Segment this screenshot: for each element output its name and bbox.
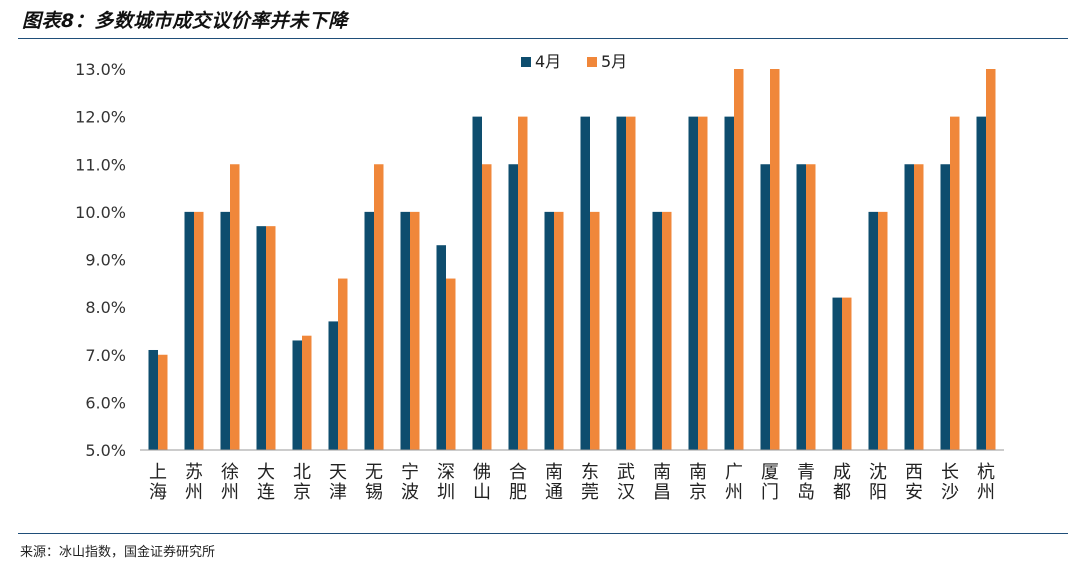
source-divider bbox=[18, 533, 1068, 534]
bar-may-13 bbox=[626, 116, 636, 450]
bar-apr-7 bbox=[400, 211, 410, 450]
bar-apr-16 bbox=[724, 116, 734, 450]
x-tick-label: 上海 bbox=[149, 462, 167, 503]
y-tick-label: 8.0% bbox=[85, 298, 126, 317]
bar-apr-3 bbox=[256, 226, 266, 450]
bar-apr-11 bbox=[544, 211, 554, 450]
x-tick-label: 北京 bbox=[293, 462, 311, 503]
y-tick-label: 11.0% bbox=[75, 155, 126, 174]
bar-apr-21 bbox=[904, 164, 914, 450]
x-tick-label: 南通 bbox=[545, 462, 563, 503]
bar-apr-23 bbox=[976, 116, 986, 450]
bar-apr-2 bbox=[220, 211, 230, 450]
bar-apr-1 bbox=[184, 211, 194, 450]
x-tick-label: 长沙 bbox=[941, 462, 959, 503]
x-axis: 上海苏州徐州大连北京天津无锡宁波深圳佛山合肥南通东莞武汉南昌南京广州厦门青岛成都… bbox=[140, 449, 1004, 503]
bar-may-18 bbox=[806, 164, 816, 450]
legend-label-0: 4月 bbox=[535, 52, 561, 71]
x-tick-label: 沈阳 bbox=[869, 462, 887, 503]
bar-apr-5 bbox=[328, 321, 338, 450]
x-tick-label: 厦门 bbox=[761, 462, 779, 503]
x-tick-label: 深圳 bbox=[437, 462, 455, 503]
bar-apr-15 bbox=[688, 116, 698, 450]
x-tick-label: 南京 bbox=[689, 462, 707, 503]
bar-apr-17 bbox=[760, 164, 770, 450]
y-tick-label: 10.0% bbox=[75, 203, 126, 222]
bar-may-6 bbox=[374, 164, 384, 450]
x-tick-label: 西安 bbox=[905, 462, 923, 503]
bar-apr-18 bbox=[796, 164, 806, 450]
bar-may-3 bbox=[266, 226, 276, 450]
bar-may-5 bbox=[338, 278, 348, 450]
figure-title: 图表8：多数城市成交议价率并未下降 bbox=[22, 10, 348, 32]
bar-may-17 bbox=[770, 69, 780, 450]
x-tick-label: 苏州 bbox=[185, 462, 203, 503]
x-tick-label: 佛山 bbox=[473, 462, 491, 503]
bar-apr-13 bbox=[616, 116, 626, 450]
bar-apr-8 bbox=[436, 245, 446, 450]
x-tick-label: 合肥 bbox=[509, 462, 527, 503]
bar-may-14 bbox=[662, 211, 672, 450]
x-tick-label: 杭州 bbox=[977, 462, 995, 503]
bars bbox=[148, 69, 996, 450]
bar-may-20 bbox=[878, 211, 888, 450]
source-note: 来源：冰山指数，国金证券研究所 bbox=[20, 545, 216, 560]
y-tick-label: 9.0% bbox=[85, 251, 126, 270]
bar-may-21 bbox=[914, 164, 924, 450]
bar-may-22 bbox=[950, 116, 960, 450]
bar-apr-20 bbox=[868, 211, 878, 450]
bar-may-4 bbox=[302, 335, 312, 450]
y-tick-label: 12.0% bbox=[75, 108, 126, 127]
bar-may-15 bbox=[698, 116, 708, 450]
title-divider bbox=[18, 38, 1068, 39]
bar-apr-14 bbox=[652, 211, 662, 450]
y-axis: 5.0% 6.0% 7.0% 8.0% 9.0% 10.0% 11.0% 12.0% 13.0% bbox=[75, 60, 126, 460]
legend-swatch-1 bbox=[587, 57, 597, 67]
bar-may-1 bbox=[194, 211, 204, 450]
x-tick-label: 徐州 bbox=[221, 462, 239, 503]
bar-apr-9 bbox=[472, 116, 482, 450]
y-tick-label: 7.0% bbox=[85, 346, 126, 365]
y-tick-label: 5.0% bbox=[85, 441, 126, 460]
legend: 4月 5月 bbox=[521, 52, 627, 71]
x-tick-label: 无锡 bbox=[365, 462, 383, 503]
y-tick-label: 13.0% bbox=[75, 60, 126, 79]
bar-apr-19 bbox=[832, 297, 842, 450]
x-tick-label: 广州 bbox=[725, 462, 743, 503]
bar-may-2 bbox=[230, 164, 240, 450]
legend-label-1: 5月 bbox=[601, 52, 627, 71]
bar-may-12 bbox=[590, 211, 600, 450]
bar-may-9 bbox=[482, 164, 492, 450]
x-tick-label: 武汉 bbox=[617, 462, 635, 503]
bar-apr-22 bbox=[940, 164, 950, 450]
bar-apr-0 bbox=[148, 349, 158, 450]
bar-may-7 bbox=[410, 211, 420, 450]
legend-swatch-0 bbox=[521, 57, 531, 67]
bar-may-19 bbox=[842, 297, 852, 450]
bar-apr-6 bbox=[364, 211, 374, 450]
x-tick-label: 青岛 bbox=[797, 462, 815, 503]
x-tick-label: 东莞 bbox=[581, 462, 599, 503]
bar-apr-10 bbox=[508, 164, 518, 450]
x-tick-label: 宁波 bbox=[401, 462, 419, 503]
x-tick-label: 南昌 bbox=[653, 462, 671, 503]
bar-may-23 bbox=[986, 69, 996, 450]
bar-may-10 bbox=[518, 116, 528, 450]
bar-may-8 bbox=[446, 278, 456, 450]
bar-apr-12 bbox=[580, 116, 590, 450]
bar-may-0 bbox=[158, 354, 168, 450]
x-tick-label: 大连 bbox=[257, 462, 275, 503]
bar-apr-4 bbox=[292, 340, 302, 450]
x-tick-label: 成都 bbox=[833, 462, 851, 503]
bar-may-16 bbox=[734, 69, 744, 450]
y-tick-label: 6.0% bbox=[85, 393, 126, 412]
bar-may-11 bbox=[554, 211, 564, 450]
x-tick-label: 天津 bbox=[329, 462, 347, 503]
